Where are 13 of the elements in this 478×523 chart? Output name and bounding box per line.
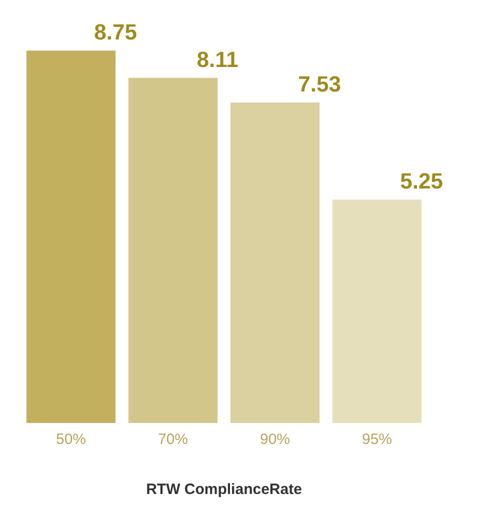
bar (26, 50, 116, 423)
x-tick-label: 70% (158, 431, 188, 448)
data-label: 8.75 (94, 20, 137, 45)
x-tick-label: 50% (56, 431, 86, 448)
x-axis-title: RTW ComplianceRate (146, 481, 302, 498)
bar (332, 200, 422, 423)
data-label: 8.11 (196, 46, 238, 72)
x-tick-label: 90% (260, 431, 290, 448)
data-label: 7.53 (298, 72, 341, 97)
data-label: 5.25 (400, 168, 443, 194)
x-tick-label: 95% (362, 431, 392, 448)
bar (230, 102, 320, 423)
bar (128, 78, 218, 423)
